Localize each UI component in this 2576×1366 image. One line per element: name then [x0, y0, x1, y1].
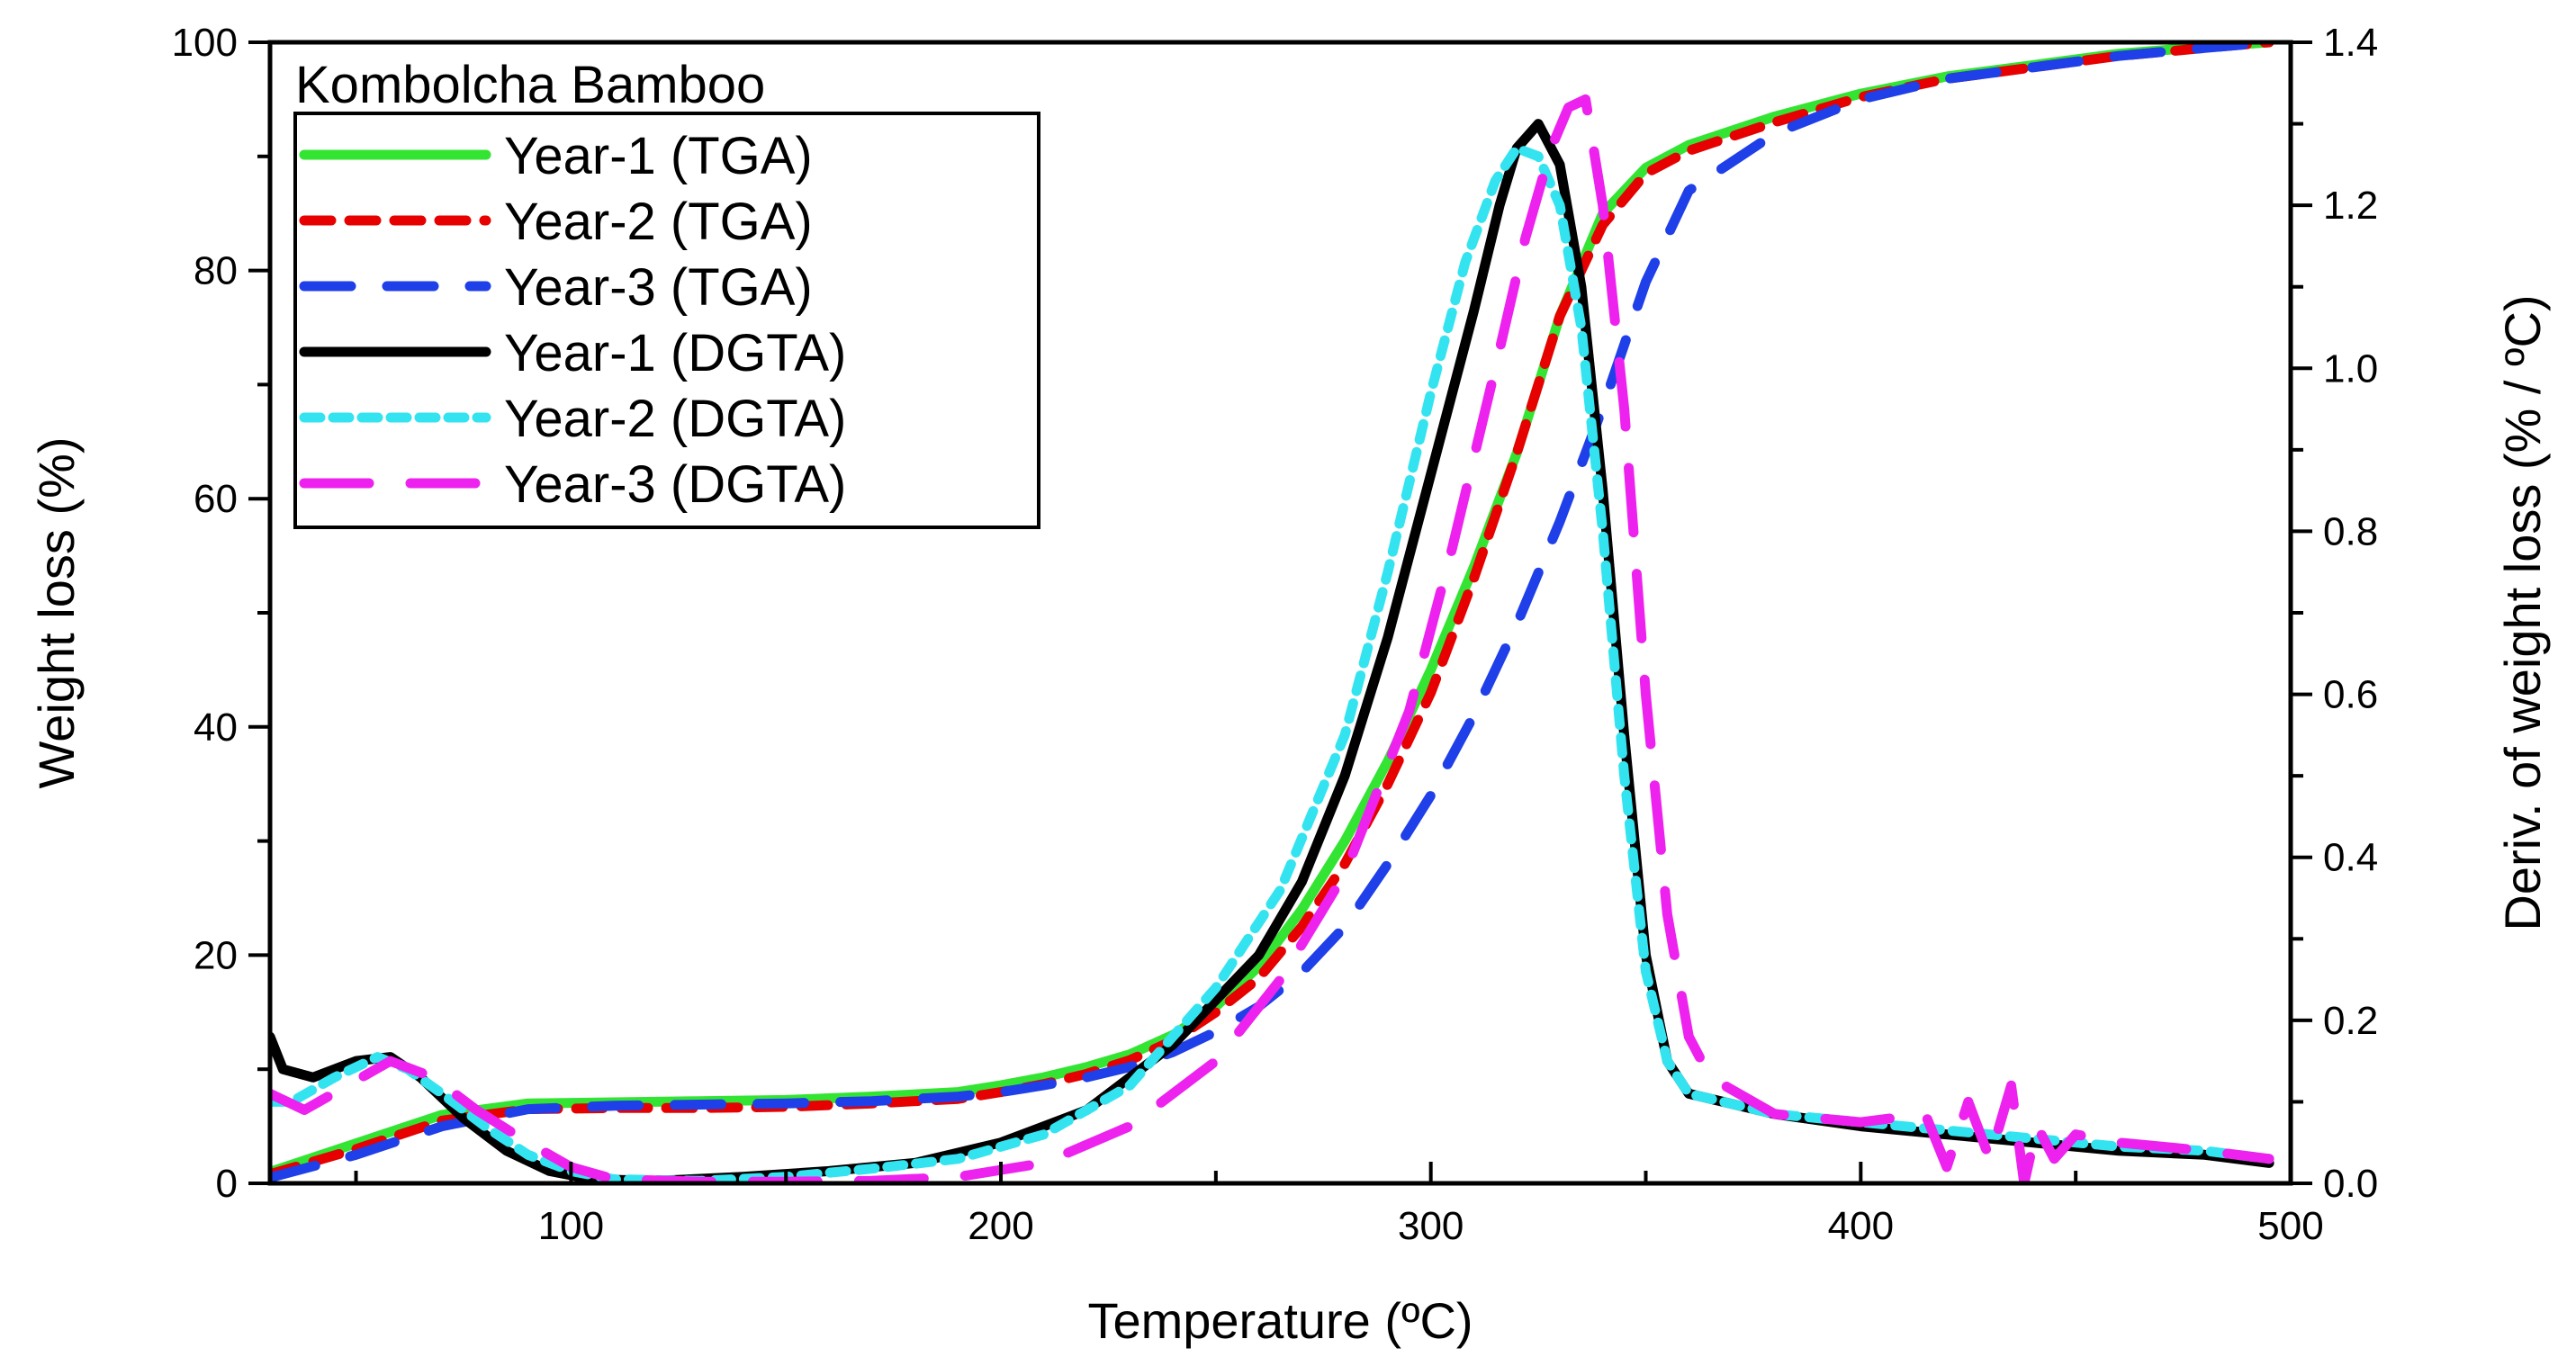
series-layer — [270, 42, 2274, 1183]
ticks-layer: 100 200 300 400 500 0 20 40 60 80 100 0.0 0.2 0.4 0.6 0… — [172, 21, 2379, 1248]
y-tick-label: 60 — [194, 477, 238, 521]
legend-label: Year-1 (DGTA) — [504, 324, 846, 382]
legend: Year-1 (TGA) Year-2 (TGA) Year-3 (TGA) Year… — [293, 112, 1040, 529]
y-tick-label: 0 — [216, 1162, 238, 1206]
y2-tick-label: 0.2 — [2323, 999, 2378, 1043]
x-tick-label: 200 — [968, 1204, 1033, 1248]
legend-label: Year-2 (DGTA) — [504, 390, 846, 448]
series-line-5 — [270, 143, 2274, 1183]
series-line-6 — [270, 94, 2274, 1183]
x-tick-label: 100 — [538, 1204, 604, 1248]
y2-tick-label: 1.4 — [2323, 21, 2378, 65]
legend-frame — [293, 112, 1040, 529]
legend-label: Year-1 (TGA) — [504, 127, 813, 185]
y2-tick-label: 1.0 — [2323, 346, 2378, 391]
y2-tick-label: 0.8 — [2323, 509, 2378, 553]
y-tick-label: 20 — [194, 933, 238, 977]
series-line-3 — [270, 42, 2274, 1183]
legend-label: Year-3 (TGA) — [504, 258, 813, 317]
y2-tick-label: 1.2 — [2323, 184, 2378, 228]
y-tick-label: 80 — [194, 249, 238, 293]
x-axis-title: Temperature (ºC) — [1087, 1292, 1473, 1349]
y-tick-label: 40 — [194, 705, 238, 750]
y2-axis-title: Deriv. of weight loss (% / ºC) — [2494, 294, 2551, 930]
x-tick-label: 400 — [1828, 1204, 1894, 1248]
legend-label: Year-2 (TGA) — [504, 193, 813, 251]
x-tick-label: 300 — [1398, 1204, 1464, 1248]
y-tick-label: 100 — [172, 21, 238, 65]
legend-label: Year-3 (DGTA) — [504, 455, 846, 514]
y-axis-title: Weight loss (%) — [28, 436, 85, 788]
legend-title: Kombolcha Bamboo — [295, 56, 765, 114]
y2-tick-label: 0.0 — [2323, 1162, 2378, 1206]
y2-tick-label: 0.6 — [2323, 673, 2378, 717]
x-tick-label: 500 — [2257, 1204, 2323, 1248]
y2-tick-label: 0.4 — [2323, 836, 2378, 880]
